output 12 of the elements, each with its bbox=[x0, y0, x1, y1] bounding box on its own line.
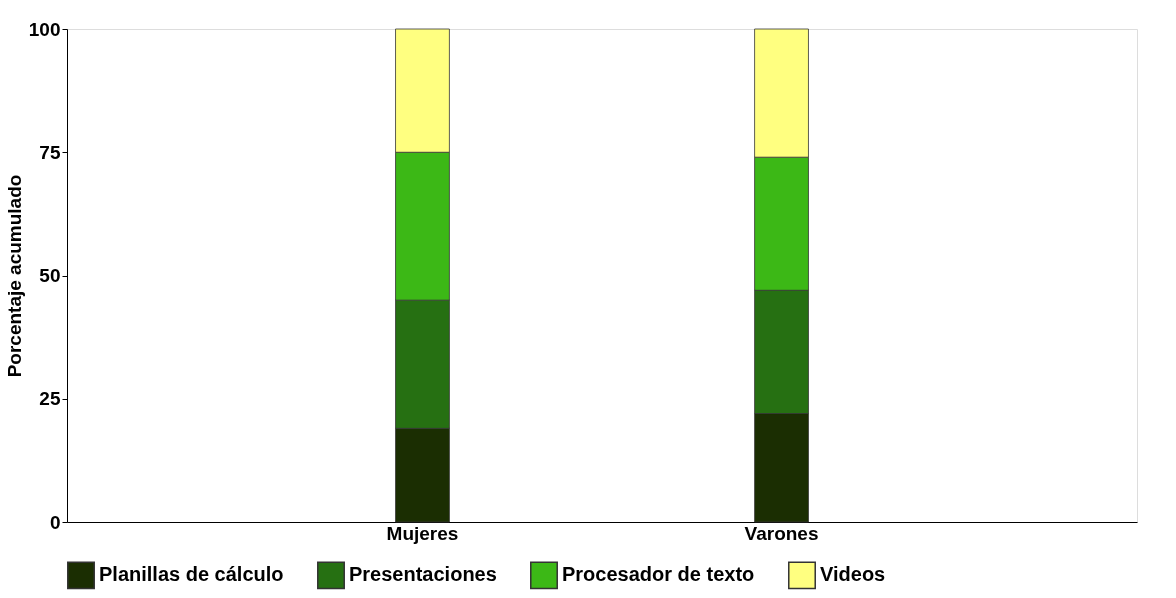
legend-label: Videos bbox=[820, 563, 886, 586]
x-tick-label: Mujeres bbox=[386, 522, 459, 544]
y-tick-label: 0 bbox=[49, 511, 61, 533]
y-tick-label: 25 bbox=[39, 388, 61, 410]
y-tick-label: 75 bbox=[39, 141, 61, 163]
y-axis-title: Porcentaje acumulado bbox=[3, 174, 25, 378]
legend-label: Planillas de cálculo bbox=[99, 563, 284, 586]
legend-label: Presentaciones bbox=[349, 563, 497, 586]
x-tick-label: Varones bbox=[744, 522, 819, 544]
legend-label: Procesador de texto bbox=[562, 563, 755, 586]
y-tick-label: 50 bbox=[39, 265, 61, 286]
y-tick-label: 100 bbox=[28, 18, 61, 40]
